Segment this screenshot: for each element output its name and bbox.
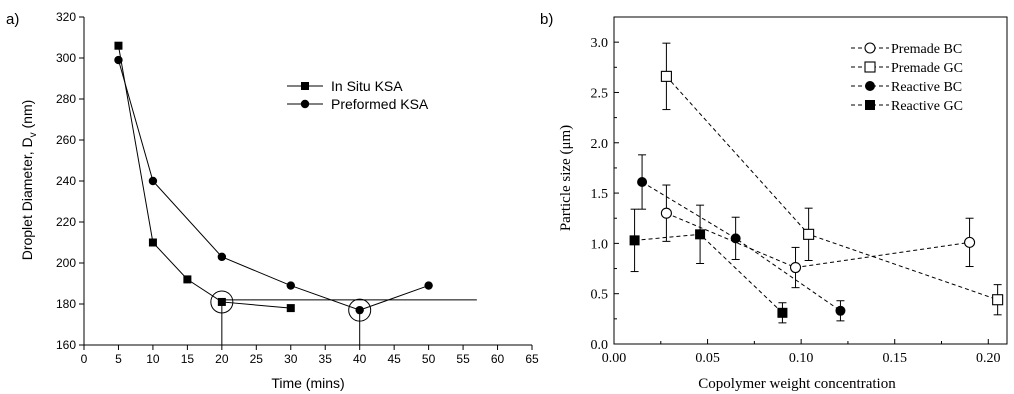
panel-a-x-tick-label: 20 (215, 352, 229, 366)
data-point-square (183, 275, 192, 284)
series-line (117, 59, 429, 311)
panel-a-y-tick-label: 320 (56, 10, 76, 24)
data-point-open-circle (789, 261, 802, 274)
panel-a-x-tick-label: 40 (353, 352, 367, 366)
panel-b-x-tick-label: 0.20 (976, 351, 1001, 366)
panel-a-x-tick-label: 65 (525, 352, 539, 366)
panel-b-y-tick-label: 2.0 (591, 137, 609, 152)
panel-a-x-tick-label: 45 (387, 352, 401, 366)
data-point-filled-square (777, 307, 788, 318)
data-point-filled-square (695, 229, 706, 240)
panel-a-x-tick-label: 30 (284, 352, 298, 366)
data-point-square (217, 297, 226, 306)
series-dashed-line (634, 233, 783, 314)
legend-label: In Situ KSA (331, 78, 403, 94)
legend-marker-open-circle (864, 42, 876, 54)
panel-a-legend: In Situ KSA Preformed KSA (287, 78, 429, 112)
panel-a-y-axis-label-unit: (nm) (19, 100, 35, 133)
data-point-filled-circle (730, 233, 741, 244)
panel-b-x-tick-label: 0.00 (602, 351, 627, 366)
data-point-square (114, 41, 123, 50)
panel-a-y-tick-label: 200 (56, 256, 76, 270)
panel-a-y-axis-label-subscript: v (28, 132, 39, 137)
panel-a-y-tick-label: 240 (56, 174, 76, 188)
panel-a-y-axis-label: Droplet Diameter, Dv (nm) (19, 100, 39, 261)
panel-a-y-tick-label: 220 (56, 215, 76, 229)
panel-b-y-tick-label: 2.5 (591, 86, 609, 101)
legend-marker-filled-square (865, 100, 875, 110)
data-point-circle (217, 252, 227, 262)
data-point-square (286, 304, 295, 313)
panel-a-x-tick-label: 50 (422, 352, 436, 366)
panel-a-y-axis-label-main: Droplet Diameter, D (19, 137, 35, 260)
data-point-circle (355, 305, 364, 315)
legend-label: Premade BC (891, 42, 962, 57)
panel-a-y-tick-label: 300 (56, 51, 76, 65)
legend-marker-open-square (864, 61, 876, 73)
panel-a-y-tick-label: 260 (56, 133, 76, 147)
panel-a-axes: 0 5 10 15 20 25 30 35 40 45 50 55 60 65 160 180 200 220 24… (56, 10, 539, 366)
panel-a-label: a) (6, 11, 19, 28)
panel-a-y-tick-label: 160 (56, 338, 76, 352)
series-line (117, 45, 291, 309)
panel-b-y-tick-label: 1.5 (591, 187, 609, 202)
legend-label: Premade GC (891, 61, 963, 76)
data-point-circle (286, 281, 295, 290)
panel-b-y-tick-label: 0.0 (591, 338, 609, 353)
panel-a-data (114, 41, 477, 345)
panel-b-y-tick-label: 1.0 (591, 237, 609, 252)
series-dashed-line (666, 212, 970, 269)
series-dashed-line (641, 181, 841, 312)
panel-a-x-tick-label: 15 (181, 352, 195, 366)
data-point-filled-circle (637, 177, 648, 188)
panel-a-x-tick-label: 25 (250, 352, 264, 366)
panel-a-x-tick-label: 60 (491, 352, 505, 366)
panel-b-y-tick-label: 0.5 (591, 288, 609, 303)
panel-a-x-tick-label: 5 (115, 352, 122, 366)
panel-a-y-tick-label: 280 (56, 92, 76, 106)
legend-label: Preformed KSA (331, 96, 429, 112)
data-point-circle (424, 281, 433, 290)
data-point-open-square (660, 70, 672, 82)
panel-a-y-tick-label: 180 (56, 297, 76, 311)
data-point-filled-square (629, 235, 640, 246)
panel-a-x-axis-label: Time (mins) (271, 375, 344, 391)
data-point-open-square (803, 228, 815, 240)
panel-b-label: b) (540, 11, 553, 28)
data-point-open-circle (964, 236, 976, 248)
panel-b-plot-frame (613, 16, 1008, 345)
panel-b-data (629, 42, 1004, 324)
panel-b-x-tick-label: 0.10 (789, 351, 814, 366)
legend-label: Reactive GC (891, 99, 963, 114)
panel-b-axes: 0.00 0.05 0.10 0.15 0.20 0.0 0.5 1.0 1.5 2.0 2.5 3.… (591, 16, 1008, 366)
panel-a-x-tick-label: 0 (81, 352, 88, 366)
panel-b-legend: Premade BC Premade GC Reactive BC Reactive … (851, 42, 963, 114)
legend-marker-filled-circle (865, 81, 875, 91)
data-point-filled-circle (835, 305, 846, 316)
highlight-circle (348, 298, 372, 322)
panel-b-x-tick-label: 0.15 (882, 351, 907, 366)
panel-a: a) 0 5 10 15 20 25 30 35 40 45 50 55 60 65 160 180 200 22… (6, 10, 539, 391)
data-point-open-circle (660, 207, 672, 219)
highlight-circle (210, 290, 234, 314)
data-point-circle (148, 176, 158, 186)
panel-a-x-tick-label: 10 (146, 352, 160, 366)
data-point-open-square (992, 294, 1004, 306)
data-point-square (148, 238, 157, 247)
panel-a-x-tick-label: 35 (319, 352, 333, 366)
legend-marker-circle (300, 99, 310, 109)
panel-a-x-tick-label: 55 (456, 352, 470, 366)
panel-b-y-axis-label: Particle size (μm) (558, 125, 574, 231)
legend-marker-square (301, 82, 309, 90)
panel-b-x-tick-label: 0.05 (695, 351, 720, 366)
data-point-circle (114, 55, 123, 65)
legend-label: Reactive BC (891, 80, 962, 95)
panel-b-y-tick-label: 3.0 (591, 36, 609, 51)
panel-b-x-axis-label: Copolymer weight concentration (698, 376, 896, 392)
panel-b: b) 0.00 0.05 0.10 0.15 0.20 0.0 0.5 1.0 1.5 2.0 2.… (540, 11, 1008, 392)
